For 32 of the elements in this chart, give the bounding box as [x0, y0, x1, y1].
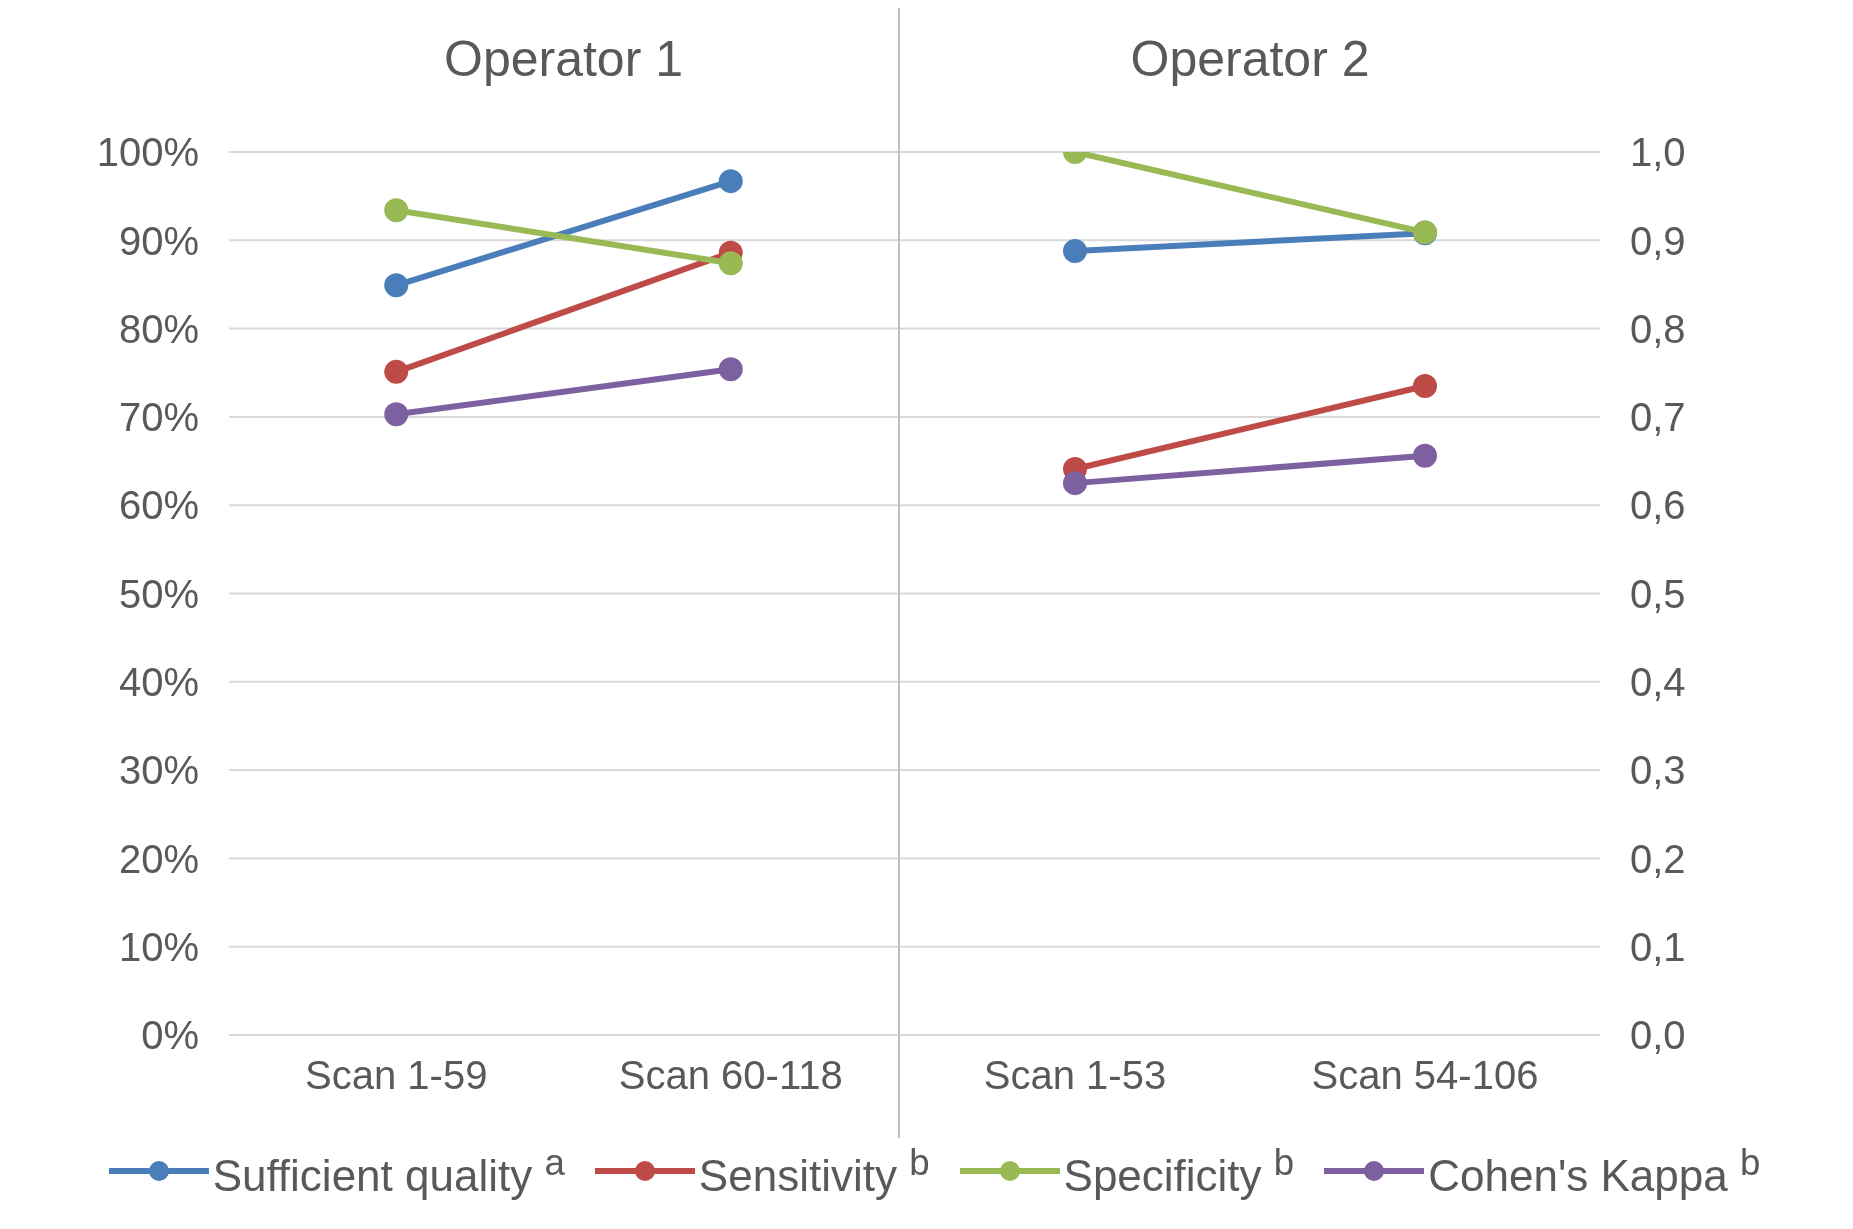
y2-tick-label: 0,7	[1630, 395, 1686, 440]
y-tick-label: 0%	[141, 1013, 199, 1058]
legend-label: Sensitivity $^{b}$	[698, 1142, 930, 1201]
y-tick-label: 30%	[118, 748, 199, 793]
y2-tick-label: 0,2	[1630, 836, 1686, 881]
legend-label: Sufficient quality $^{a}$	[212, 1142, 565, 1201]
y-tick-label: 80%	[118, 306, 199, 351]
y2-tick-label: 0,4	[1630, 660, 1686, 704]
x-tick-label: Scan 1-59	[305, 1053, 488, 1098]
y2-tick-label: 0,9	[1630, 218, 1686, 263]
y2-tick-label: 0,8	[1630, 306, 1686, 351]
legend-label: Cohen's Kappa $^{b}$	[1428, 1142, 1761, 1201]
y2-tick-label: 0,0	[1630, 1013, 1686, 1058]
x-tick-label: Scan 54-106	[1311, 1053, 1539, 1098]
x-tick-label: Scan 1-53	[983, 1053, 1167, 1098]
x-tick-label: Scan 60-118	[618, 1053, 843, 1098]
y-tick-label: 10%	[118, 924, 199, 969]
y-tick-label: 90%	[118, 218, 199, 263]
y-tick-label: 60%	[118, 483, 199, 528]
chart-title: Operator 1	[443, 30, 684, 88]
y2-tick-label: 0,1	[1630, 924, 1686, 969]
y2-tick-label: 0,5	[1630, 571, 1686, 616]
y2-tick-label: 0,6	[1630, 483, 1686, 528]
y-tick-label: 50%	[118, 571, 199, 616]
y-tick-label: 20%	[118, 836, 199, 881]
y2-tick-label: 0,3	[1630, 748, 1686, 793]
legend-label: Specificity $^{b}$	[1063, 1142, 1295, 1201]
y2-tick-label: 1,0	[1630, 130, 1686, 175]
y-tick-label: 40%	[118, 660, 199, 704]
y-tick-label: 100%	[96, 130, 199, 175]
chart-title: Operator 2	[1129, 30, 1371, 88]
y-tick-label: 70%	[118, 395, 199, 440]
